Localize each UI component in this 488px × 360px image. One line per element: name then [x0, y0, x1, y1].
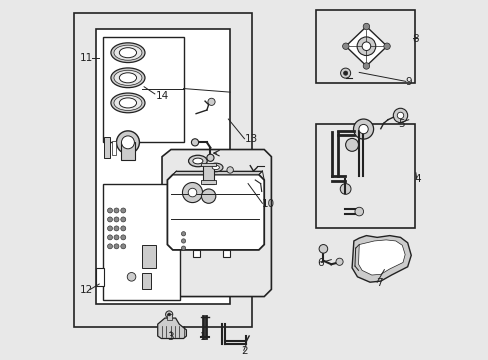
Circle shape	[114, 226, 119, 231]
Text: 8: 8	[411, 34, 418, 44]
Text: 4: 4	[414, 174, 421, 184]
Text: 1: 1	[199, 332, 206, 342]
Circle shape	[353, 119, 373, 139]
Circle shape	[107, 217, 112, 222]
Circle shape	[363, 23, 369, 30]
Circle shape	[396, 112, 403, 119]
Circle shape	[114, 244, 119, 249]
Circle shape	[340, 184, 350, 194]
Ellipse shape	[192, 158, 203, 164]
Polygon shape	[223, 250, 230, 257]
Bar	[316, 125, 414, 228]
Circle shape	[121, 235, 125, 240]
Ellipse shape	[119, 48, 136, 58]
Circle shape	[121, 244, 125, 249]
Bar	[201, 180, 215, 184]
Polygon shape	[351, 235, 410, 282]
Circle shape	[345, 138, 358, 151]
Text: 7: 7	[376, 278, 382, 288]
Circle shape	[335, 258, 343, 265]
Circle shape	[121, 226, 125, 231]
Polygon shape	[162, 149, 271, 297]
Text: 9: 9	[405, 77, 411, 87]
Circle shape	[354, 207, 363, 216]
Circle shape	[167, 313, 170, 316]
Text: 12: 12	[80, 285, 93, 295]
Circle shape	[107, 244, 112, 249]
Circle shape	[340, 68, 350, 78]
Circle shape	[343, 71, 347, 75]
Text: 13: 13	[244, 134, 257, 144]
Text: 2: 2	[241, 346, 247, 356]
Ellipse shape	[208, 163, 223, 172]
Circle shape	[201, 189, 215, 203]
Polygon shape	[172, 171, 262, 175]
Circle shape	[188, 188, 196, 197]
Circle shape	[127, 273, 136, 281]
Circle shape	[181, 231, 185, 236]
Bar	[96, 30, 230, 304]
Circle shape	[358, 125, 367, 134]
Text: 14: 14	[155, 91, 168, 101]
Bar	[102, 184, 180, 300]
Circle shape	[165, 311, 172, 318]
Ellipse shape	[114, 45, 142, 60]
Bar	[74, 13, 251, 327]
Polygon shape	[192, 250, 199, 257]
Bar	[121, 142, 135, 160]
Circle shape	[121, 208, 125, 213]
Polygon shape	[358, 240, 405, 275]
Polygon shape	[158, 318, 186, 338]
Text: 3: 3	[167, 332, 174, 342]
Bar	[201, 163, 215, 166]
Circle shape	[319, 244, 327, 253]
Circle shape	[362, 42, 370, 50]
Circle shape	[342, 43, 348, 49]
Bar	[142, 244, 156, 268]
Circle shape	[207, 98, 215, 105]
Circle shape	[392, 108, 407, 123]
Circle shape	[107, 208, 112, 213]
Ellipse shape	[114, 70, 142, 85]
Bar	[316, 10, 414, 83]
Bar	[112, 140, 116, 155]
Bar	[104, 137, 110, 158]
Circle shape	[363, 63, 369, 69]
Circle shape	[182, 183, 202, 203]
Circle shape	[181, 246, 185, 250]
Circle shape	[116, 131, 139, 154]
Circle shape	[226, 167, 233, 173]
Text: 11: 11	[80, 53, 93, 63]
Circle shape	[107, 235, 112, 240]
Ellipse shape	[111, 68, 144, 87]
Circle shape	[114, 217, 119, 222]
Circle shape	[181, 239, 185, 243]
Polygon shape	[96, 268, 104, 286]
Bar	[142, 273, 151, 289]
Bar	[102, 37, 183, 142]
Bar	[203, 164, 214, 184]
Ellipse shape	[119, 98, 136, 108]
Ellipse shape	[212, 165, 219, 170]
Polygon shape	[167, 175, 264, 250]
Text: 10: 10	[261, 199, 274, 210]
Circle shape	[356, 37, 375, 55]
Circle shape	[191, 139, 198, 146]
Circle shape	[114, 208, 119, 213]
Circle shape	[383, 43, 389, 49]
Circle shape	[107, 226, 112, 231]
Ellipse shape	[114, 95, 142, 111]
Ellipse shape	[119, 73, 136, 83]
Circle shape	[114, 235, 119, 240]
Circle shape	[206, 154, 214, 161]
Text: 5: 5	[397, 119, 404, 129]
Polygon shape	[345, 27, 386, 66]
Ellipse shape	[111, 93, 144, 113]
Circle shape	[121, 217, 125, 222]
Circle shape	[121, 136, 134, 149]
Text: 6: 6	[317, 258, 323, 268]
Ellipse shape	[188, 155, 207, 167]
Bar	[166, 315, 171, 320]
Ellipse shape	[111, 43, 144, 63]
